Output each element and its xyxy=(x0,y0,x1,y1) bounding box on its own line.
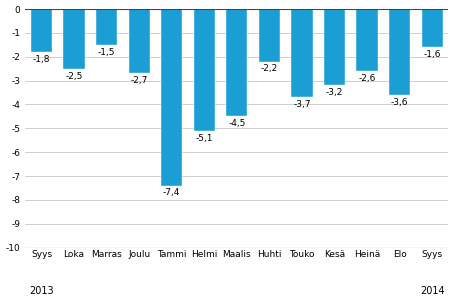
Bar xyxy=(96,9,117,45)
Bar xyxy=(422,9,443,47)
Bar xyxy=(291,9,312,97)
Bar xyxy=(356,9,378,71)
Bar xyxy=(389,9,410,95)
Text: -2,6: -2,6 xyxy=(358,74,376,83)
Text: 2014: 2014 xyxy=(420,286,444,297)
Text: -1,8: -1,8 xyxy=(33,55,50,64)
Text: -7,4: -7,4 xyxy=(163,188,180,198)
Text: -5,1: -5,1 xyxy=(196,133,213,143)
Bar xyxy=(128,9,150,73)
Text: -3,2: -3,2 xyxy=(326,88,343,97)
Text: -3,7: -3,7 xyxy=(293,100,311,109)
Bar xyxy=(259,9,280,62)
Text: -1,6: -1,6 xyxy=(424,50,441,59)
Text: -1,5: -1,5 xyxy=(98,48,115,57)
Text: -2,2: -2,2 xyxy=(261,64,278,73)
Bar xyxy=(31,9,52,52)
Text: 2013: 2013 xyxy=(29,286,54,297)
Bar xyxy=(226,9,247,116)
Text: -2,5: -2,5 xyxy=(65,72,83,81)
Text: -2,7: -2,7 xyxy=(130,76,148,85)
Bar xyxy=(324,9,345,85)
Text: -3,6: -3,6 xyxy=(391,98,408,107)
Text: -4,5: -4,5 xyxy=(228,119,246,128)
Bar xyxy=(64,9,84,69)
Bar xyxy=(194,9,215,131)
Bar xyxy=(161,9,182,185)
